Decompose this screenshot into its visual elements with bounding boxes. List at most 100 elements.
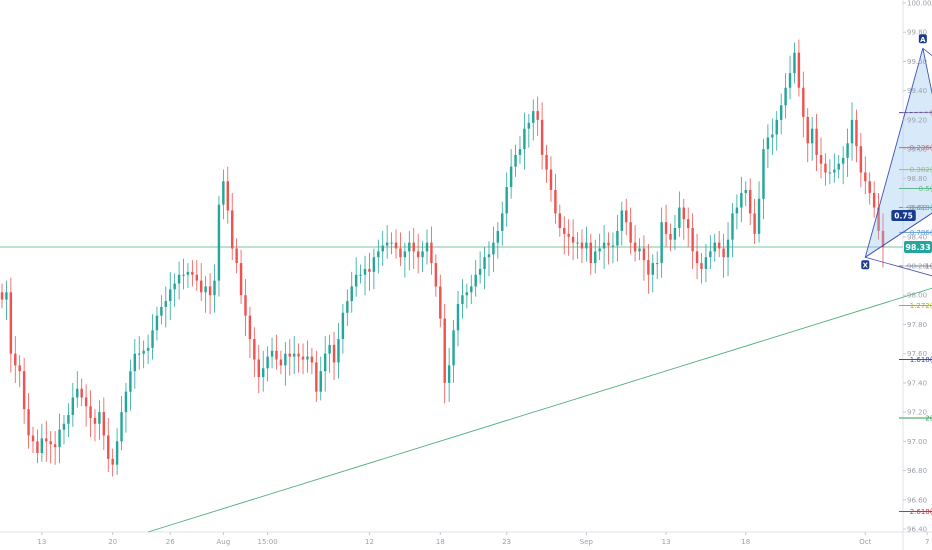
candle: [217, 195, 221, 297]
candle-body: [115, 441, 119, 465]
candle-body: [554, 190, 557, 214]
candle: [598, 233, 601, 261]
y-tick-label: 98.00: [907, 292, 927, 300]
candle-body: [775, 119, 778, 135]
x-tick-label: Oct: [859, 538, 871, 546]
candle: [753, 198, 756, 245]
candle-body: [492, 242, 495, 255]
candle: [514, 144, 517, 177]
candle: [107, 417, 110, 473]
candle-body: [173, 283, 176, 290]
candle: [319, 356, 322, 401]
candle: [549, 156, 553, 202]
candle-body: [704, 257, 708, 269]
candle-body: [421, 251, 424, 258]
candle-body: [319, 371, 322, 392]
candle-body: [213, 280, 216, 296]
candle-body: [315, 362, 318, 392]
candle-body: [545, 154, 548, 170]
candle-body: [49, 441, 52, 445]
candle: [509, 149, 513, 199]
candle: [704, 244, 708, 283]
candle-body: [771, 134, 774, 138]
y-tick-label: 99.60: [907, 58, 927, 66]
candle: [762, 138, 765, 220]
candle: [146, 334, 150, 364]
candle: [797, 39, 801, 97]
candle-body: [540, 119, 544, 155]
candle: [257, 344, 260, 394]
y-tick-label: 97.60: [907, 350, 927, 358]
candle-body: [642, 248, 646, 261]
candle: [416, 233, 420, 274]
candle: [470, 274, 473, 304]
candle-body: [412, 242, 415, 252]
candle: [452, 320, 455, 383]
candle-body: [177, 274, 181, 284]
candle: [160, 295, 163, 325]
ascending-trendline: [147, 287, 932, 533]
candle-body: [133, 353, 137, 372]
candle: [713, 233, 716, 262]
candle: [518, 135, 522, 164]
y-tick-label: 99.80: [907, 29, 927, 37]
candle-body: [350, 286, 353, 302]
candle-body: [297, 353, 300, 357]
fib-level-label: 2(97.16): [925, 414, 932, 422]
candle: [660, 207, 663, 278]
candle-body: [107, 435, 110, 459]
candle-body: [713, 242, 716, 252]
current-price-bg: [904, 241, 932, 254]
candle-body: [509, 166, 513, 188]
candle-body: [102, 412, 106, 436]
candle: [611, 232, 615, 264]
candle: [164, 286, 168, 328]
x-tick-label: 18: [436, 538, 445, 546]
line-c-projection: [898, 111, 932, 113]
candle: [182, 258, 185, 290]
candle-body: [846, 143, 849, 158]
candle: [633, 225, 637, 262]
y-tick-label: 98.20: [907, 263, 927, 271]
candle-body: [700, 263, 703, 269]
candle: [186, 263, 190, 288]
candle-body: [288, 353, 291, 357]
candle-body: [655, 263, 659, 265]
candle: [602, 225, 606, 269]
candle: [332, 331, 336, 380]
x-tick-label: Sep: [580, 538, 594, 546]
pattern-point-label: X: [863, 262, 869, 270]
x-tick-label: 13: [37, 538, 46, 546]
candle: [195, 260, 199, 291]
candle: [49, 431, 52, 464]
candle-body: [470, 286, 473, 293]
fib-level-label: 0.618(98.60): [910, 204, 932, 212]
candle-body: [766, 137, 770, 150]
y-tick-label: 98.60: [907, 204, 927, 212]
candle-body: [726, 239, 730, 258]
candle-body: [217, 204, 221, 281]
candle: [253, 327, 256, 378]
pattern-point: X: [861, 260, 870, 270]
candle-body: [53, 444, 57, 448]
candle-body: [815, 128, 818, 155]
candle-body: [306, 356, 309, 360]
candle: [642, 235, 646, 281]
candle: [784, 73, 787, 119]
candle: [403, 242, 407, 278]
candle: [350, 271, 353, 313]
candle: [651, 254, 655, 293]
candle: [53, 431, 57, 465]
candle: [235, 238, 238, 274]
candle: [430, 226, 433, 275]
candle-body: [735, 207, 739, 214]
candle-body: [833, 169, 836, 173]
candle-body: [797, 52, 801, 88]
candle: [709, 235, 712, 269]
candle-body: [253, 339, 256, 360]
candle-body: [841, 157, 845, 164]
candle-body: [793, 52, 796, 74]
candle: [399, 232, 402, 266]
